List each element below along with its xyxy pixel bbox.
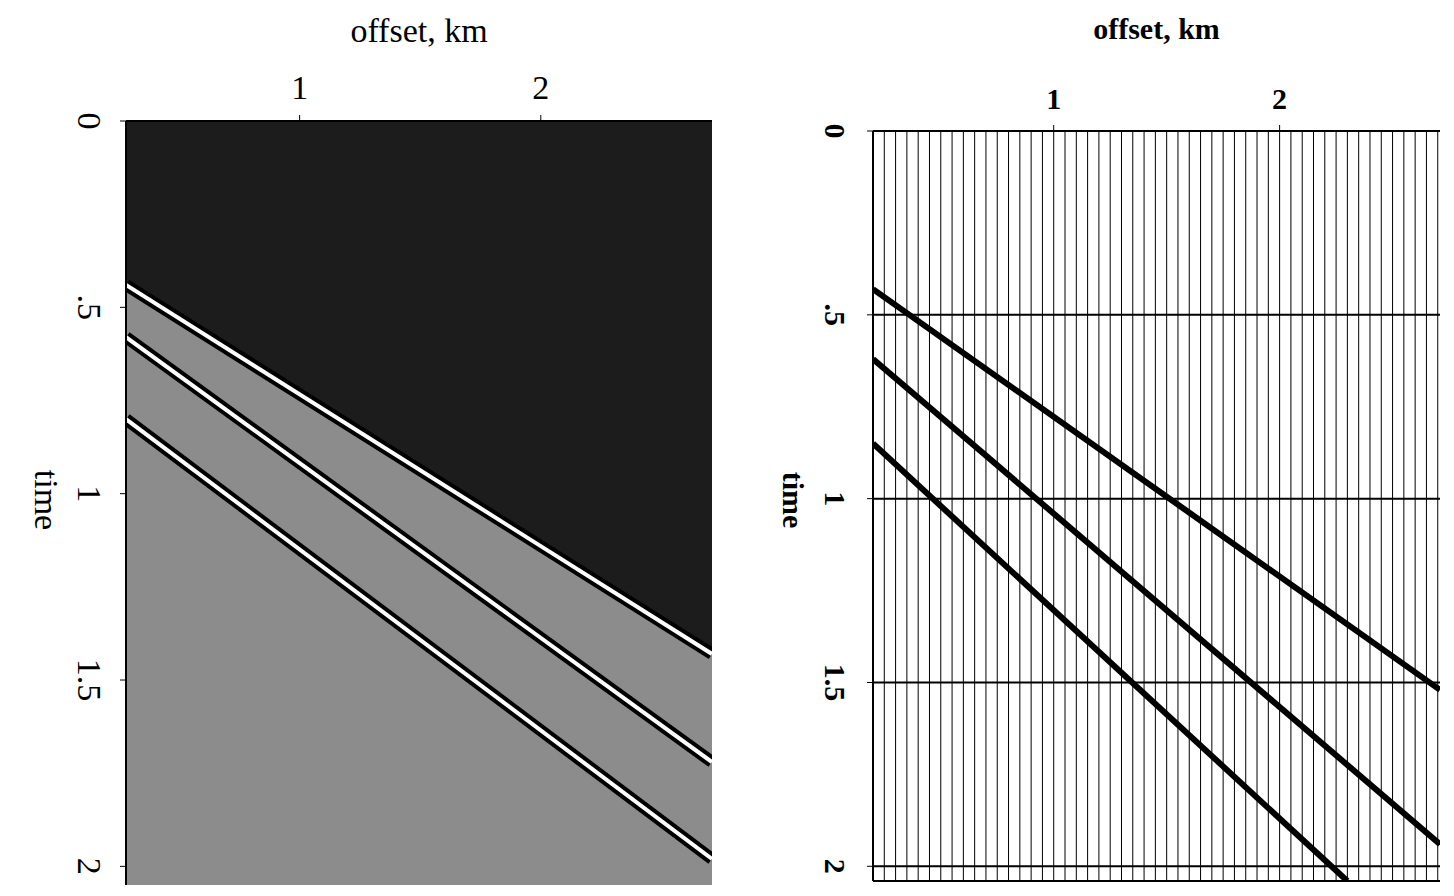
html-text:time: time	[777, 471, 810, 529]
svg-text:2: 2	[71, 858, 108, 875]
svg-text:2: 2	[1272, 82, 1287, 115]
html-text:time: time	[28, 469, 65, 531]
html-text:offset, km: offset, km	[350, 12, 488, 49]
svg-text:0: 0	[819, 124, 852, 139]
svg-text:0: 0	[71, 113, 108, 130]
html-text:offset, km: offset, km	[1093, 12, 1220, 45]
svg-text:.5: .5	[819, 304, 852, 327]
svg-text:1: 1	[71, 485, 108, 502]
svg-text:1: 1	[1046, 82, 1061, 115]
svg-text:1: 1	[819, 491, 852, 506]
svg-text:2: 2	[819, 859, 852, 874]
svg-text:.5: .5	[71, 295, 108, 321]
svg-text:2: 2	[532, 69, 549, 106]
svg-text:1.5: 1.5	[819, 664, 852, 702]
svg-text:1: 1	[291, 69, 308, 106]
svg-text:1.5: 1.5	[71, 659, 108, 702]
